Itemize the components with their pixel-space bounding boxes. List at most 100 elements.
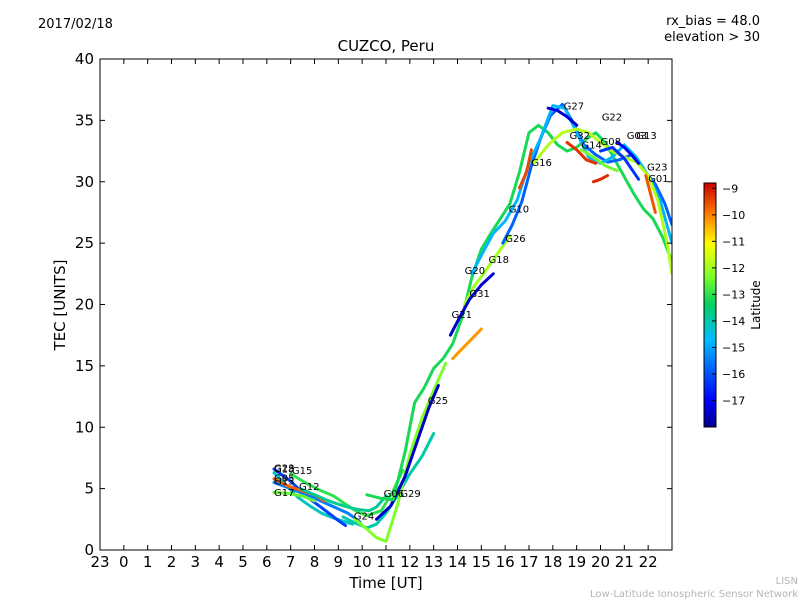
x-tick-label: 2 [167,553,177,571]
series-line-g25-10 [365,123,672,502]
sat-label-g15-2: G15 [292,466,312,477]
sat-label-g23-0: G23 [274,463,294,474]
sat-label-g12-5: G12 [299,482,319,493]
series-line-g21-11 [451,327,483,360]
colorbar-tick-label: −11 [722,235,745,248]
colorbar-tick-label: −10 [722,209,745,222]
colorbar-tick-label: −16 [722,368,745,381]
y-tick-label: 40 [75,50,94,68]
x-tick-label: 4 [214,553,224,571]
x-tick-label: 22 [639,553,658,571]
x-axis-label: Time [UT] [349,574,423,592]
series-line-g17-6 [272,490,316,503]
x-tick-label: 17 [519,553,538,571]
x-tick-label: 12 [400,553,419,571]
x-tick-label: 6 [262,553,272,571]
x-tick-label: 5 [238,553,248,571]
sat-label-g27-18: G27 [564,101,584,112]
sat-label-g16-17: G16 [531,158,551,169]
x-tick-label: 8 [310,553,320,571]
x-tick-label: 19 [567,553,586,571]
sat-label-g06-8: G06 [384,489,404,500]
x-tick-label: 23 [90,553,109,571]
y-tick-label: 25 [75,234,94,252]
sat-label-g14-21: G14 [581,141,601,152]
colorbar-label: Latitude [749,280,763,330]
y-axis-label: TEC [UNITS] [51,259,69,351]
series-line-g06-8 [353,361,448,543]
colorbar-tick-label: −9 [722,182,738,195]
sat-label-g18-14: G18 [489,255,509,266]
sat-label-g22-19: G22 [602,112,622,123]
x-tick-label: 3 [191,553,201,571]
sat-label-g13-24: G13 [636,131,656,142]
series-line-g27-17 [546,106,579,127]
series-line-g23-23 [644,174,657,214]
y-tick-label: 35 [75,111,94,129]
sat-label-g01-26: G01 [648,174,668,185]
x-tick-label: 11 [376,553,395,571]
x-tick-label: 10 [353,553,372,571]
sat-label-g21-11: G21 [452,310,472,321]
colorbar-tick-label: −13 [722,288,745,301]
elevation-label: elevation > 30 [664,30,760,45]
x-tick-label: 9 [334,553,344,571]
x-tick-label: 21 [615,553,634,571]
credit: LISN Low-Latitude Ionospheric Sensor Net… [590,575,798,601]
x-tick-label: 0 [119,553,129,571]
series-line-g12-5 [298,487,388,513]
series-line-g32-19 [565,141,598,165]
colorbar-tick-label: −14 [722,315,745,328]
sat-label-g13-4: G13 [274,476,294,487]
chart-title: CUZCO, Peru [337,37,435,55]
sat-label-g20-13: G20 [465,266,485,277]
sat-label-g25-10: G25 [428,396,448,407]
y-tick-label: 5 [84,480,94,498]
sat-label-g08-22: G08 [601,137,621,148]
credit-short: LISN [775,576,798,587]
series-line-g31-13 [448,272,495,337]
series-line-g24-7 [341,431,436,530]
colorbar [703,182,717,428]
sat-label-g23-25: G23 [647,163,667,174]
colorbar-tick-label: −12 [722,262,745,275]
rx-info: rx_bias = 48.0 elevation > 30 [664,14,760,46]
series-line-g20-12 [463,234,512,306]
sat-label-g05-3: G05 [274,473,294,484]
x-tick-label: 15 [472,553,491,571]
x-tick-label: 16 [496,553,515,571]
y-tick-label: 0 [84,541,94,559]
colorbar-tick-label: −15 [722,341,745,354]
x-tick-label: 20 [591,553,610,571]
series-line-g14-20 [579,148,619,173]
x-tick-label: 7 [286,553,296,571]
series-line-g22-18 [532,127,672,276]
sat-label-g31-12: G31 [469,289,489,300]
series-line-g29-9 [375,384,440,521]
series-line-g03-22 [615,141,641,165]
y-tick-label: 30 [75,173,94,191]
x-tick-label: 14 [448,553,467,571]
sat-label-g18-1: G18 [274,465,294,476]
series-line-g16-16 [518,148,533,190]
x-tick-label: 1 [143,553,153,571]
sat-label-g24-7: G24 [354,511,374,522]
credit-long: Low-Latitude Ionospheric Sensor Network [590,589,798,600]
y-tick-label: 20 [75,296,94,314]
x-tick-label: 13 [424,553,443,571]
sat-label-g10-16: G10 [509,204,529,215]
plot-area [100,59,672,550]
x-tick-label: 18 [543,553,562,571]
date-label: 2017/02/18 [38,17,113,32]
sat-label-g29-9: G29 [400,489,420,500]
sat-label-g17-6: G17 [274,488,294,499]
sat-label-g03-23: G03 [627,131,647,142]
sat-label-g26-15: G26 [505,234,525,245]
y-tick-label: 15 [75,357,94,375]
series-line-g18-1 [272,467,347,527]
series-line-g01-24 [591,174,610,184]
rx-bias-label: rx_bias = 48.0 [666,14,760,29]
sat-label-g32-20: G32 [570,131,590,142]
y-tick-label: 10 [75,418,94,436]
